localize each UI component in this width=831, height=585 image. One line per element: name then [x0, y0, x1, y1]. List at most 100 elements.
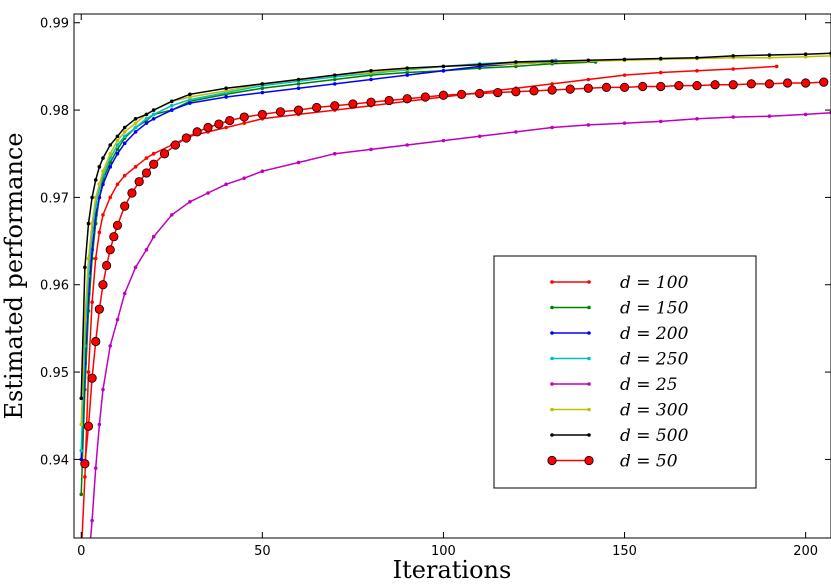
data-point — [101, 169, 105, 173]
legend-box — [493, 255, 757, 489]
legend-label: d = 250 — [620, 350, 689, 370]
data-point — [695, 117, 699, 121]
data-point — [332, 151, 337, 156]
data-point — [550, 59, 554, 63]
legend-entry: d = 500 — [550, 426, 689, 446]
data-point — [192, 127, 202, 137]
data-point — [169, 108, 174, 112]
data-point — [144, 112, 149, 117]
data-point — [169, 103, 174, 108]
data-point — [169, 99, 174, 104]
legend-marker — [547, 455, 557, 466]
data-point — [565, 84, 575, 94]
data-point — [658, 119, 663, 124]
data-point — [369, 147, 373, 152]
data-point — [405, 66, 410, 70]
data-point — [115, 147, 120, 152]
x-tick-label: 100 — [431, 544, 456, 559]
data-point — [93, 256, 98, 261]
data-point — [402, 94, 412, 104]
series-layer — [79, 51, 831, 566]
x-axis-ticks: 0 50 100 150 200 — [77, 14, 818, 559]
data-point — [420, 92, 430, 102]
data-point — [441, 68, 446, 73]
data-point — [731, 54, 736, 58]
data-point — [214, 119, 224, 129]
data-point — [122, 291, 127, 296]
data-point — [819, 77, 829, 87]
data-point — [260, 86, 265, 91]
legend-label: d = 25 — [620, 375, 678, 395]
data-point — [133, 130, 138, 134]
data-point — [260, 90, 265, 95]
data-point — [188, 199, 192, 204]
data-point — [586, 77, 591, 82]
data-point — [583, 83, 593, 93]
data-point — [369, 68, 373, 73]
data-point — [133, 165, 138, 169]
data-point — [774, 64, 779, 69]
legend-label: d = 100 — [620, 273, 689, 293]
legend-label: d = 200 — [620, 324, 689, 344]
legend-entry: d = 250 — [550, 350, 689, 370]
data-point — [122, 173, 127, 178]
data-point — [120, 201, 130, 211]
data-point — [441, 64, 446, 69]
legend-marker — [550, 280, 554, 284]
data-point — [224, 89, 228, 93]
data-point — [83, 421, 94, 431]
data-point — [586, 123, 591, 127]
data-point — [151, 117, 156, 121]
data-point — [97, 165, 102, 169]
data-point — [80, 459, 90, 469]
legend-marker — [550, 407, 554, 412]
legend-items: d = 100 d = 150 d = 200 d = 250 d = 25 d = 30… — [547, 273, 689, 472]
data-point — [239, 112, 249, 122]
data-point — [90, 300, 94, 305]
data-point — [638, 81, 648, 92]
data-point — [101, 182, 105, 187]
data-point — [441, 138, 446, 143]
data-point — [514, 64, 518, 69]
data-point — [710, 80, 720, 90]
data-point — [586, 58, 591, 63]
series-d-25 — [87, 110, 831, 566]
data-point — [115, 182, 120, 187]
legend-marker — [550, 331, 554, 335]
data-point — [108, 165, 113, 169]
data-point — [438, 90, 449, 100]
data-point — [619, 82, 630, 92]
data-point — [87, 373, 97, 383]
data-point — [86, 256, 91, 261]
data-point — [767, 53, 772, 57]
data-point — [134, 177, 144, 187]
y-tick-label: 0.94 — [40, 453, 69, 468]
data-point — [695, 55, 699, 60]
data-point — [108, 143, 113, 147]
data-point — [151, 234, 156, 239]
data-point — [144, 117, 149, 121]
data-point — [456, 89, 467, 99]
data-point — [674, 81, 684, 91]
y-axis-ticks: 0.94 0.95 0.96 0.97 0.98 0.99 — [40, 17, 831, 468]
data-point — [122, 134, 127, 139]
data-point — [115, 317, 120, 322]
data-point — [94, 304, 104, 314]
data-point — [159, 149, 170, 159]
legend-marker — [550, 356, 554, 361]
data-point — [188, 95, 192, 99]
data-point — [242, 176, 247, 180]
data-point — [115, 134, 120, 139]
data-point — [731, 67, 736, 71]
data-point — [296, 160, 301, 165]
data-point — [296, 86, 301, 91]
data-point — [764, 79, 775, 89]
legend-marker — [587, 382, 591, 386]
legend-marker — [550, 305, 554, 310]
data-point — [87, 562, 91, 566]
data-point — [133, 117, 138, 121]
data-point — [109, 232, 119, 242]
y-tick-label: 0.99 — [40, 17, 69, 32]
data-point — [86, 370, 91, 374]
